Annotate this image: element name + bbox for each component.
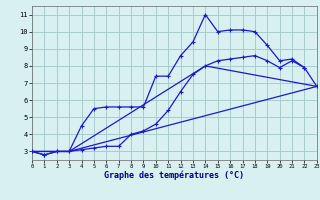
X-axis label: Graphe des températures (°C): Graphe des températures (°C) [104,171,244,180]
